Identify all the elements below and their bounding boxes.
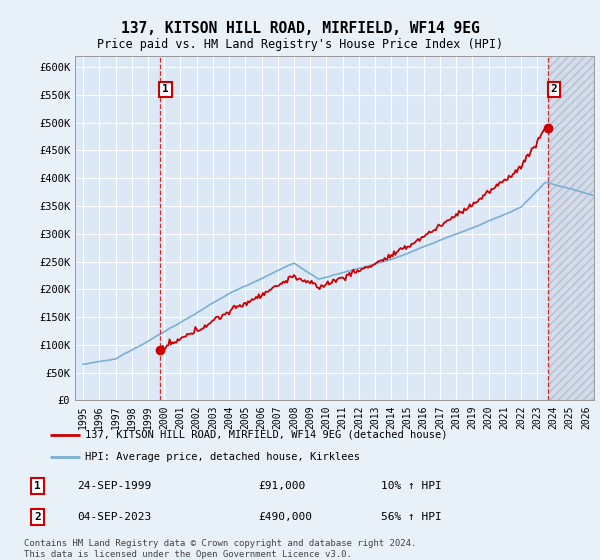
Text: Price paid vs. HM Land Registry's House Price Index (HPI): Price paid vs. HM Land Registry's House … <box>97 38 503 50</box>
Text: 2: 2 <box>551 85 557 94</box>
Text: 56% ↑ HPI: 56% ↑ HPI <box>381 512 442 522</box>
Text: 1: 1 <box>34 481 41 491</box>
Text: Contains HM Land Registry data © Crown copyright and database right 2024.: Contains HM Land Registry data © Crown c… <box>24 539 416 548</box>
Text: 1: 1 <box>162 85 169 94</box>
Text: HPI: Average price, detached house, Kirklees: HPI: Average price, detached house, Kirk… <box>85 452 360 462</box>
Text: 2: 2 <box>34 512 41 522</box>
Text: 137, KITSON HILL ROAD, MIRFIELD, WF14 9EG: 137, KITSON HILL ROAD, MIRFIELD, WF14 9E… <box>121 21 479 36</box>
Text: This data is licensed under the Open Government Licence v3.0.: This data is licensed under the Open Gov… <box>24 550 352 559</box>
Text: £490,000: £490,000 <box>259 512 313 522</box>
Text: 137, KITSON HILL ROAD, MIRFIELD, WF14 9EG (detached house): 137, KITSON HILL ROAD, MIRFIELD, WF14 9E… <box>85 430 448 440</box>
Text: 10% ↑ HPI: 10% ↑ HPI <box>381 481 442 491</box>
Text: 04-SEP-2023: 04-SEP-2023 <box>77 512 151 522</box>
Text: £91,000: £91,000 <box>259 481 305 491</box>
Text: 24-SEP-1999: 24-SEP-1999 <box>77 481 151 491</box>
